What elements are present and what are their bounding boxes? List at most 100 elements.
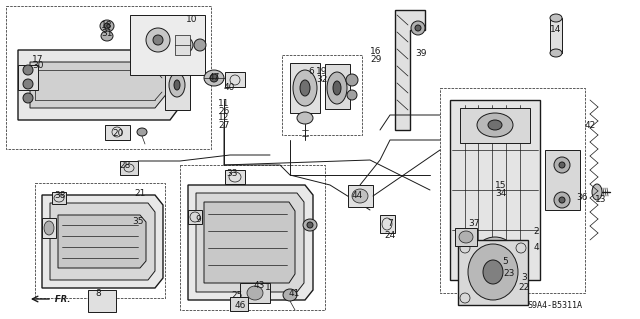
Ellipse shape <box>477 113 513 137</box>
Ellipse shape <box>411 21 425 35</box>
Text: 43: 43 <box>253 281 265 291</box>
Ellipse shape <box>23 93 33 103</box>
Ellipse shape <box>174 80 180 90</box>
Text: FR.: FR. <box>52 294 70 303</box>
Ellipse shape <box>283 289 297 301</box>
Text: 26: 26 <box>218 107 230 115</box>
Bar <box>105 125 130 140</box>
Text: 25: 25 <box>231 292 243 300</box>
Bar <box>18 65 38 90</box>
Bar <box>180 165 325 310</box>
Text: 33: 33 <box>227 168 237 177</box>
Text: 3: 3 <box>521 273 527 283</box>
Ellipse shape <box>327 72 347 104</box>
Ellipse shape <box>468 244 518 300</box>
Bar <box>440 88 585 293</box>
Text: 18: 18 <box>101 21 113 31</box>
Bar <box>348 185 373 207</box>
Ellipse shape <box>137 128 147 136</box>
Ellipse shape <box>488 120 502 130</box>
Text: 47: 47 <box>208 73 220 83</box>
Text: 41: 41 <box>288 288 300 298</box>
Ellipse shape <box>177 37 193 53</box>
Text: 17: 17 <box>32 55 44 63</box>
Ellipse shape <box>475 237 515 273</box>
Bar <box>52 192 66 204</box>
Text: 30: 30 <box>32 62 44 70</box>
Bar <box>35 183 165 298</box>
Ellipse shape <box>153 35 163 45</box>
Ellipse shape <box>346 74 358 86</box>
Ellipse shape <box>559 162 565 168</box>
Text: 29: 29 <box>371 55 381 63</box>
Bar <box>120 161 138 175</box>
Bar <box>290 63 320 113</box>
Polygon shape <box>196 193 304 292</box>
Ellipse shape <box>204 70 224 86</box>
Text: 44: 44 <box>351 191 363 201</box>
Text: 8: 8 <box>95 290 101 299</box>
Text: 42: 42 <box>584 122 596 130</box>
Ellipse shape <box>333 81 341 95</box>
Bar <box>88 290 116 312</box>
Ellipse shape <box>483 260 503 284</box>
Bar <box>545 150 580 210</box>
Text: 32: 32 <box>316 75 328 84</box>
Bar <box>282 55 362 135</box>
Ellipse shape <box>44 221 54 235</box>
Ellipse shape <box>307 222 313 228</box>
Text: 34: 34 <box>495 189 507 198</box>
Ellipse shape <box>169 73 185 97</box>
Bar <box>450 100 540 280</box>
Bar <box>380 215 395 233</box>
Ellipse shape <box>146 28 170 52</box>
Ellipse shape <box>104 23 110 29</box>
Text: 37: 37 <box>468 219 480 228</box>
Ellipse shape <box>23 65 33 75</box>
Bar <box>175 35 190 55</box>
Polygon shape <box>395 10 425 130</box>
Bar <box>455 228 477 246</box>
Ellipse shape <box>550 14 562 22</box>
Ellipse shape <box>347 90 357 100</box>
Bar <box>42 218 56 238</box>
Bar <box>130 15 205 75</box>
Bar <box>325 64 350 109</box>
Bar <box>240 283 270 303</box>
Text: 24: 24 <box>385 232 396 241</box>
Ellipse shape <box>559 197 565 203</box>
Text: 2: 2 <box>533 227 539 236</box>
Bar <box>6 6 211 149</box>
Bar <box>230 297 248 311</box>
Text: 28: 28 <box>119 160 131 169</box>
Text: 46: 46 <box>234 301 246 310</box>
Ellipse shape <box>297 112 313 124</box>
Text: 20: 20 <box>112 130 124 138</box>
Bar <box>458 240 528 305</box>
Text: 7: 7 <box>387 219 393 227</box>
Polygon shape <box>42 195 163 288</box>
Text: 14: 14 <box>550 26 562 34</box>
Text: 22: 22 <box>518 284 530 293</box>
Ellipse shape <box>352 189 368 203</box>
Text: 12: 12 <box>218 114 230 122</box>
Polygon shape <box>18 50 185 120</box>
Ellipse shape <box>293 70 317 106</box>
Text: 11: 11 <box>218 100 230 108</box>
Bar <box>550 18 562 53</box>
Text: 1: 1 <box>265 284 271 293</box>
Text: 6: 6 <box>308 68 314 77</box>
Polygon shape <box>58 215 146 268</box>
Text: 40: 40 <box>223 83 235 92</box>
Text: 38: 38 <box>54 191 66 201</box>
Ellipse shape <box>303 219 317 231</box>
Ellipse shape <box>487 247 503 263</box>
Text: 31: 31 <box>101 28 113 38</box>
Polygon shape <box>50 203 155 280</box>
Ellipse shape <box>100 20 114 32</box>
Ellipse shape <box>23 79 33 89</box>
Ellipse shape <box>550 49 562 57</box>
Polygon shape <box>30 62 168 108</box>
Bar <box>225 72 245 87</box>
Bar <box>225 170 245 184</box>
